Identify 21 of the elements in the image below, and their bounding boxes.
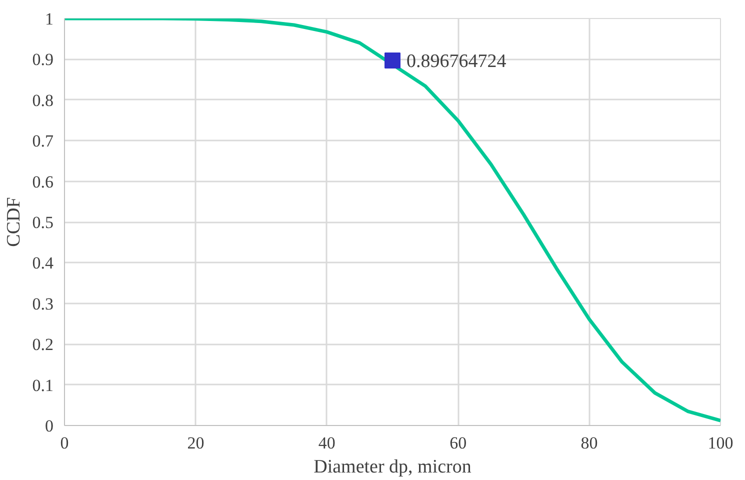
x-tick-label: 60 — [450, 434, 467, 452]
x-tick-label: 20 — [187, 434, 204, 452]
y-tick-label: 0 — [45, 416, 54, 436]
y-tick-label: 0.2 — [32, 335, 54, 354]
x-tick-label: 0 — [60, 434, 69, 452]
x-tick-label: 80 — [580, 434, 598, 452]
y-tick-label: 0.5 — [32, 213, 54, 232]
y-tick-label: 0.6 — [32, 172, 54, 192]
y-tick-label: 0.9 — [32, 50, 54, 70]
y-tick-label: 0.8 — [32, 90, 54, 110]
y-axis-title: CCDF — [3, 197, 24, 247]
line-series — [64, 18, 720, 422]
y-tick-label: 0.7 — [32, 132, 54, 151]
y-tick-label: 1 — [45, 10, 54, 28]
y-tick-label: 0.1 — [32, 376, 54, 395]
x-tick-label: 100 — [708, 434, 734, 452]
x-tick-label: 40 — [318, 434, 336, 452]
y-tick-label: 0.3 — [32, 294, 54, 314]
y-tick-label: 0.4 — [32, 254, 54, 273]
x-axis-title: Diameter dp, micron — [314, 456, 472, 478]
data-label: 0.896764724 — [406, 51, 507, 72]
